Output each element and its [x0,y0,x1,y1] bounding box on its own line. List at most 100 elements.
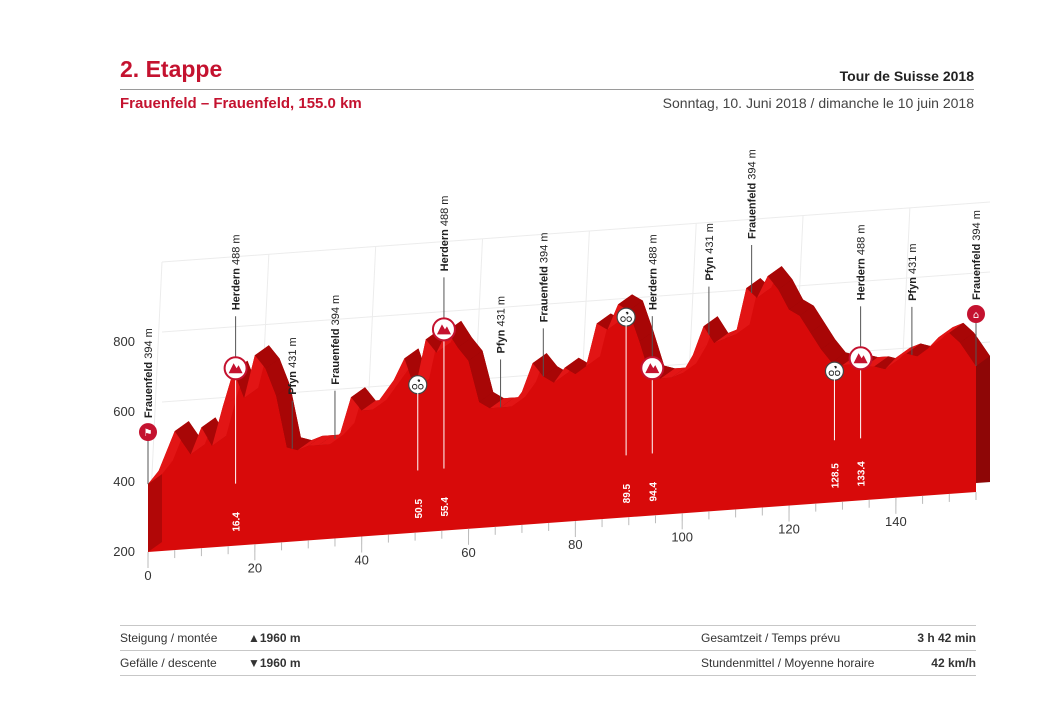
place-label: Pfyn 431 m [907,243,919,300]
grid-line [161,271,991,333]
place-name: Pfyn [496,327,508,354]
profile-ridge-segment [148,460,173,485]
profile-ridge-segment [767,266,793,290]
profile-ridge-segment [329,423,355,445]
place-label: Frauenfeld 394 m [330,295,342,385]
place-altitude: 394 m [330,295,342,326]
header-divider [120,89,974,90]
checkered-flag-icon [139,423,157,442]
mountain-icon [640,356,665,381]
x-tick-label: 40 [354,553,368,568]
checkered-flag-icon-glyph: ⚑ [144,428,153,439]
place-label: Herdern 488 m [647,234,659,310]
profile-ridge-segment [457,337,483,361]
km-label: 50.5 [414,499,425,519]
profile-ridge-segment [286,437,312,451]
speed-label: Stundenmittel / Moyenne horaire [701,656,875,670]
place-label: Herdern 488 m [856,224,868,300]
km-label: 128.5 [830,463,841,488]
place-name: Herdern [439,226,451,271]
mountain-icon [223,356,248,381]
profile-ridge-segment [511,381,536,407]
profile-ridge-segment [938,322,964,338]
x-tick-label: 20 [248,560,262,575]
place-name: Frauenfeld [538,263,550,322]
y-tick-label: 200 [113,544,135,559]
grid-line [161,201,991,263]
y-tick-label: 600 [113,404,135,419]
climb-label: Steigung / montée [120,631,218,645]
profile-ridge-segment [810,322,836,350]
place-altitude: 488 m [231,234,243,265]
profile-ridge-segment [906,343,932,357]
x-tick-label: 100 [671,529,693,544]
place-label: Pfyn 431 m [496,296,508,353]
stats-divider-bottom [120,675,976,676]
profile-ridge-segment [265,358,291,396]
profile-ridge-segment [543,366,568,383]
place-label: Frauenfeld 394 m [143,328,155,418]
profile-ridge-segment [372,384,398,410]
place-name: Herdern [856,255,868,300]
y-axis: 200 400 600 800 [113,334,135,559]
profile-ridge-segment [468,350,494,402]
climb-icon-peak [228,363,243,374]
profile-ridge-segment [489,397,515,409]
profile-ridge-segment [682,345,707,374]
place-name: Pfyn [704,254,716,281]
time-label: Gesamtzeit / Temps prévu [701,631,841,645]
sprint-icon-wheel [620,316,626,322]
place-label: Frauenfeld 394 m [538,232,550,322]
profile-ridge-segment [799,305,825,333]
time-value: 3 h 42 min [917,631,976,645]
y-tick-label: 800 [113,334,135,349]
place-markers: Frauenfeld 394 m Herdern 488 m Pfyn 431 m F… [139,149,985,532]
place-label: Herdern 488 m [439,196,451,272]
stage-route: Frauenfeld – Frauenfeld, 155.0 km [120,95,362,112]
finish-arch-icon [967,305,985,323]
profile-ridge-segment [254,345,280,369]
place-altitude: 431 m [907,243,919,274]
place-altitude: 394 m [971,210,983,241]
km-label: 94.4 [648,482,659,502]
place-label: Frauenfeld 394 m [747,149,759,239]
x-tick-label: 140 [885,514,907,529]
place-name: Herdern [231,265,243,310]
place-name: Herdern [647,265,659,310]
place-altitude: 488 m [856,224,868,255]
climb-icon-peak [645,363,660,374]
sprint-icon-wheel [411,383,418,390]
profile-ridge-segment [949,322,974,343]
mountain-icon [848,346,873,371]
profile-ridge-segment [618,294,643,311]
place-altitude: 431 m [704,223,716,254]
place-altitude: 488 m [647,234,659,265]
profile-ridge-segment [874,356,900,370]
place-name: Frauenfeld [747,180,759,239]
place-altitude: 431 m [287,337,299,368]
profile-front-face [148,276,976,552]
profile-ridge-segment [212,396,237,446]
x-tick-label: 80 [568,537,582,552]
descent-value: ▼1960 m [248,656,301,670]
place-name: Frauenfeld [971,241,983,300]
place-name: Frauenfeld [143,359,155,418]
sprint-icon-wheel [626,316,632,322]
x-tick-label: 60 [461,545,475,560]
place-label: Pfyn 431 m [704,223,716,280]
place-altitude: 394 m [538,232,550,263]
profile-ridge-segment [917,338,942,357]
climb-value: ▲1960 m [248,631,301,645]
profile-ridge-segment [564,357,590,375]
profile-ridge-segment [660,367,686,379]
place-name: Pfyn [907,274,919,301]
sprint-icon-wheel [834,370,841,376]
place-altitude: 394 m [143,328,155,359]
stage-date: Sonntag, 10. Juni 2018 / dimanche le 10 … [662,95,974,111]
profile-ridge-segment [276,385,301,448]
stats-divider-mid [120,650,976,651]
elevation-profile-chart: 200400600800020406080100120140Frauenfeld… [113,149,991,583]
place-altitude: 431 m [496,296,508,327]
profile-ridge-segment [532,353,558,377]
km-label: 16.4 [232,512,243,532]
